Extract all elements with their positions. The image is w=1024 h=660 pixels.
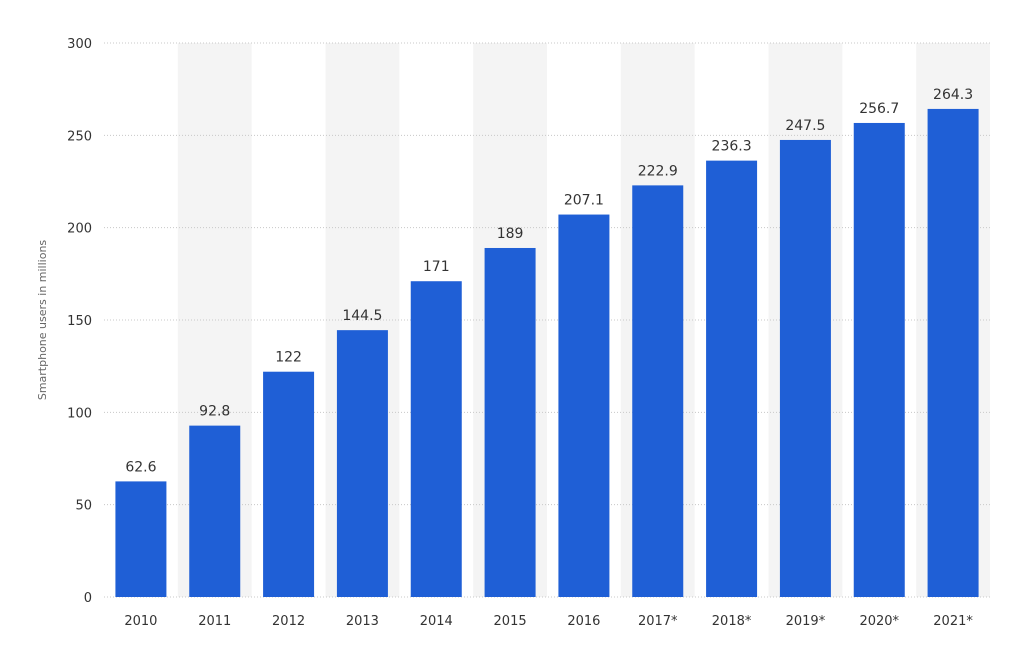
- value-label: 207.1: [564, 193, 604, 209]
- x-axis-ticks: 2010 2011 2012 2013 2014 2015 2016 2017* 2018* 20…: [124, 614, 973, 629]
- value-label: 264.3: [933, 87, 973, 103]
- x-tick-label: 2015: [494, 614, 527, 629]
- value-label: 189: [497, 226, 524, 242]
- value-label: 236.3: [712, 139, 752, 155]
- bar-2014: [410, 281, 462, 597]
- bar-2018: [706, 160, 758, 597]
- bar-2011: [189, 425, 241, 597]
- bars: [115, 108, 979, 598]
- y-tick-label: 100: [67, 406, 92, 421]
- value-label: 62.6: [125, 459, 156, 475]
- bar-2019: [779, 139, 831, 597]
- y-tick-label: 250: [67, 129, 92, 144]
- y-tick-label: 150: [67, 314, 92, 329]
- x-tick-label: 2016: [567, 614, 600, 629]
- y-tick-label: 0: [84, 591, 92, 606]
- bar-2020: [853, 122, 905, 597]
- y-tick-label: 200: [67, 222, 92, 237]
- x-tick-label: 2013: [346, 614, 379, 629]
- x-tick-label: 2021*: [933, 614, 973, 629]
- bar-2017: [632, 185, 684, 598]
- value-label: 222.9: [638, 163, 678, 179]
- x-tick-label: 2018*: [712, 614, 752, 629]
- value-label: 247.5: [785, 118, 825, 134]
- bar-2012: [263, 371, 315, 597]
- value-label: 144.5: [342, 308, 382, 324]
- value-labels: 62.6 92.8 122 144.5 171 189 207.1 222.9 236.3 247…: [125, 87, 973, 475]
- x-tick-label: 2019*: [786, 614, 826, 629]
- bar-2021: [927, 108, 979, 598]
- bar-2016: [558, 214, 610, 597]
- gridlines: [104, 42, 990, 598]
- x-tick-label: 2012: [272, 614, 305, 629]
- value-label: 171: [423, 259, 450, 275]
- bar-2010: [115, 481, 167, 597]
- y-tick-label: 50: [75, 499, 92, 514]
- y-axis-ticks: 0 50 100 150 200 250 300: [67, 37, 92, 606]
- x-tick-label: 2017*: [638, 614, 678, 629]
- y-tick-label: 300: [67, 37, 92, 52]
- y-axis-title: Smartphone users in millions: [36, 240, 49, 401]
- value-label: 256.7: [859, 101, 899, 117]
- value-label: 122: [275, 350, 302, 366]
- bar-2013: [336, 330, 388, 597]
- x-tick-label: 2011: [198, 614, 231, 629]
- value-label: 92.8: [199, 404, 230, 420]
- x-tick-label: 2010: [124, 614, 157, 629]
- x-tick-label: 2020*: [859, 614, 899, 629]
- bar-2015: [484, 247, 536, 598]
- x-tick-label: 2014: [420, 614, 453, 629]
